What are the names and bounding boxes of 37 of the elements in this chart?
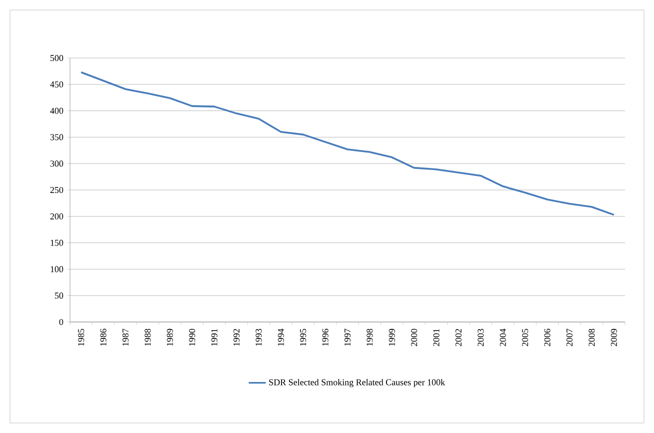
x-tick-label: 2004 bbox=[500, 328, 506, 346]
y-tick-label: 400 bbox=[50, 108, 64, 114]
x-tick-label: 2009 bbox=[610, 328, 617, 346]
y-tick-label: 50 bbox=[54, 292, 64, 299]
x-tick-label: 1988 bbox=[144, 328, 151, 346]
x-tick-label: 1998 bbox=[366, 328, 373, 346]
x-tick-label: 2002 bbox=[455, 329, 462, 346]
x-tick-label: 1990 bbox=[189, 328, 196, 346]
x-tick-label: 1989 bbox=[166, 328, 173, 346]
x-tick-label: 2000 bbox=[411, 328, 418, 346]
x-tick-label: 2006 bbox=[544, 328, 550, 346]
x-tick-label: 1997 bbox=[344, 328, 351, 346]
y-tick-label: 100 bbox=[50, 266, 64, 272]
x-tick-label: 2003 bbox=[478, 328, 484, 346]
x-tick-label: 1995 bbox=[300, 328, 306, 346]
x-tick-label: 1994 bbox=[278, 328, 284, 346]
y-tick-label: 500 bbox=[50, 54, 64, 62]
x-tick-label: 2007 bbox=[566, 328, 573, 346]
x-tick-label: 1991 bbox=[211, 329, 218, 346]
legend-label: SDR Selected Smoking Related Causes per 100k bbox=[269, 378, 446, 388]
x-tick-label: 1987 bbox=[122, 328, 129, 346]
x-tick-label: 2005 bbox=[522, 328, 528, 346]
x-tick-label: 1996 bbox=[322, 328, 328, 346]
x-tick-label: 1986 bbox=[100, 328, 106, 346]
y-tick-label: 150 bbox=[50, 240, 64, 246]
y-tick-label: 250 bbox=[50, 186, 64, 194]
x-tick-label: 1999 bbox=[388, 328, 395, 346]
x-tick-label: 2001 bbox=[433, 329, 440, 346]
x-tick-label: 1992 bbox=[233, 329, 240, 346]
x-tick-label: 1993 bbox=[256, 328, 262, 346]
x-tick-label: 1985 bbox=[78, 328, 84, 346]
y-tick-label: 200 bbox=[50, 213, 64, 220]
y-tick-label: 350 bbox=[50, 134, 64, 140]
y-tick-label: 0 bbox=[59, 318, 64, 326]
y-tick-label: 450 bbox=[50, 81, 64, 88]
x-tick-label: 2008 bbox=[588, 328, 595, 346]
y-tick-label: 300 bbox=[50, 160, 64, 167]
